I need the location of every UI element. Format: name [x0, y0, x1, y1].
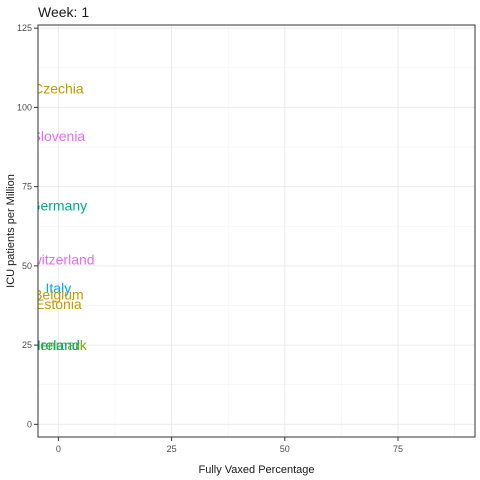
country-label: Estonia [35, 296, 82, 312]
chart-title: Week: 1 [38, 4, 89, 20]
y-tick-label: 50 [22, 261, 32, 271]
y-tick-label: 25 [22, 340, 32, 350]
panel-background [38, 25, 475, 437]
y-tick-label: 100 [17, 102, 32, 112]
x-tick-label: 50 [280, 444, 290, 454]
country-label: Denmark [30, 337, 88, 353]
x-tick-label: 25 [167, 444, 177, 454]
x-axis: 0 25 50 75 [56, 437, 403, 454]
x-tick-label: 75 [393, 444, 403, 454]
x-axis-title: Fully Vaxed Percentage [199, 464, 315, 476]
country-label: Belgium [33, 286, 84, 302]
country-labels: Czechia Slovenia Germany Switzerland ItalyBe… [22, 80, 95, 353]
y-tick-label: 75 [22, 182, 32, 192]
panel-border [37, 24, 476, 438]
country-label: Italy [46, 280, 72, 296]
y-tick-label: 125 [17, 23, 32, 33]
y-axis-title: ICU patients per Million [5, 174, 17, 288]
country-label: Czechia [33, 80, 84, 96]
x-tick-label: 0 [56, 444, 61, 454]
y-tick-label: 0 [27, 419, 32, 429]
country-label: Germany [30, 198, 88, 214]
country-label: Slovenia [32, 128, 86, 144]
y-axis: 0 25 50 75 100 125 [17, 23, 38, 429]
grid [38, 25, 475, 437]
country-label: Switzerland [22, 252, 94, 268]
country-label: Ireland [37, 337, 80, 353]
